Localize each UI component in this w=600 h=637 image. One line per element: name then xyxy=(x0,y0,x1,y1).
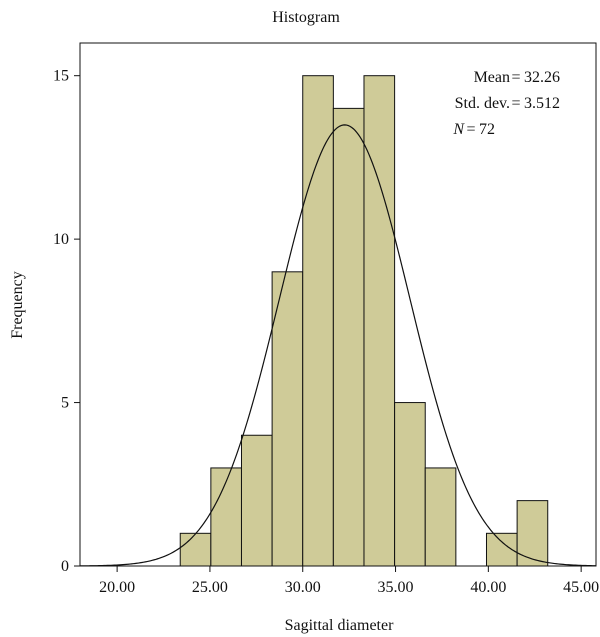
curve-layer xyxy=(79,124,597,567)
x-tick-label: 20.00 xyxy=(99,579,135,596)
y-axis-label: Frequency xyxy=(9,271,26,339)
y-tick-label: 0 xyxy=(61,558,69,575)
n-equals: = xyxy=(466,121,475,138)
y-tick-label: 15 xyxy=(53,68,69,85)
mean-value: 32.26 xyxy=(524,69,560,86)
ticks-layer: 20.00 25.00 30.00 35.00 40.00 45.00 0 5 10 15 xyxy=(53,68,599,596)
histogram-bar xyxy=(271,271,304,567)
histogram-bar xyxy=(332,107,365,567)
std-dev-value: 3.512 xyxy=(524,95,560,112)
bars-layer xyxy=(179,75,549,567)
histogram-bar xyxy=(240,434,273,567)
x-tick-label: 40.00 xyxy=(470,579,506,596)
x-tick-label: 25.00 xyxy=(192,579,228,596)
mean-label: Mean xyxy=(474,69,510,86)
histogram-bar xyxy=(179,532,212,567)
y-tick-label: 10 xyxy=(53,231,69,248)
histogram-bar xyxy=(363,75,396,567)
histogram-bar xyxy=(516,500,549,567)
stats-annotation: Mean = 32.26 Std. dev. = 3.512 N = 72 xyxy=(452,69,560,138)
n-value: 72 xyxy=(479,121,495,138)
histogram-bar xyxy=(302,75,334,567)
histogram-bar xyxy=(424,467,457,567)
x-axis-label: Sagittal diameter xyxy=(285,617,395,634)
chart-title: Histogram xyxy=(272,9,340,26)
x-tick-label: 45.00 xyxy=(563,579,599,596)
histogram-bar xyxy=(210,467,242,567)
std-dev-label: Std. dev. xyxy=(455,95,510,112)
plot-frame xyxy=(79,42,597,567)
mean-equals: = xyxy=(511,69,520,86)
n-label: N xyxy=(452,121,465,138)
normal-curve xyxy=(79,124,597,567)
std-dev-equals: = xyxy=(511,95,520,112)
histogram-bar xyxy=(394,402,426,567)
x-tick-label: 35.00 xyxy=(378,579,414,596)
x-tick-label: 30.00 xyxy=(285,579,321,596)
y-tick-label: 5 xyxy=(61,395,69,412)
